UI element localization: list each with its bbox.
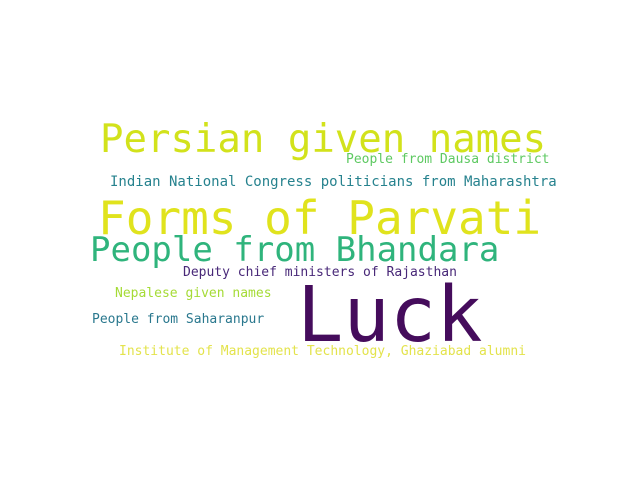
word-deputy-chief-ministers: Deputy chief ministers of Rajasthan xyxy=(183,265,457,280)
word-people-from-saharanpur: People from Saharanpur xyxy=(92,312,265,327)
word-luck: Luck xyxy=(297,271,483,360)
word-forms-of-parvati: Forms of Parvati xyxy=(98,191,542,245)
word-inc-politicians-maharashtra: Indian National Congress politicians fro… xyxy=(110,174,557,190)
word-people-from-bhandara: People from Bhandara xyxy=(90,230,500,270)
word-nepalese-given-names: Nepalese given names xyxy=(115,286,272,301)
word-people-from-dausa: People from Dausa district xyxy=(346,152,550,167)
word-imt-ghaziabad-alumni: Institute of Management Technology, Ghaz… xyxy=(119,344,526,359)
word-persian-given-names: Persian given names xyxy=(100,117,547,162)
